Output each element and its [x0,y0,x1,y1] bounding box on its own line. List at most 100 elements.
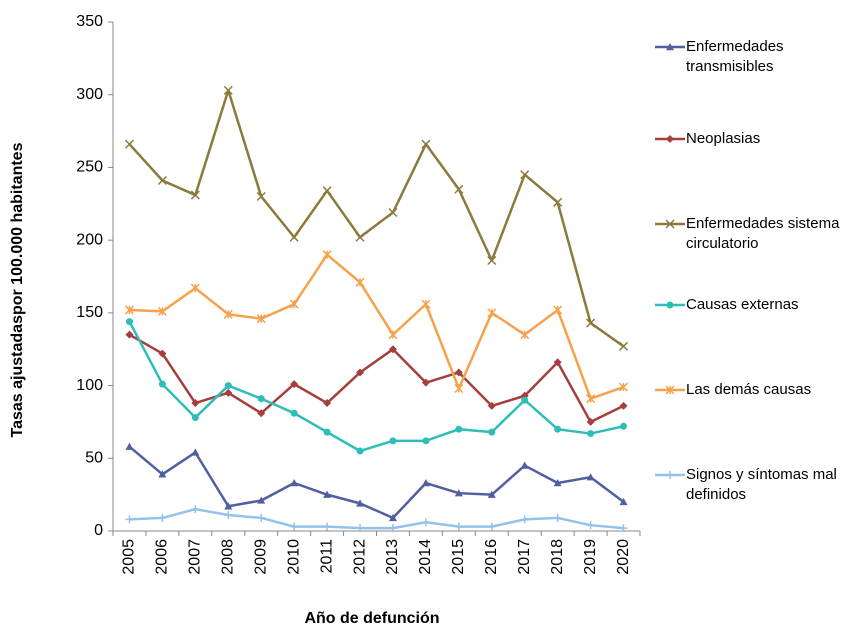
data-point [290,409,298,417]
x-tick-label: 2016 [483,539,500,575]
legend-label: Signos y síntomas mal definidos [686,466,837,503]
data-point [520,461,529,469]
data-point [389,437,397,445]
data-point [487,490,496,498]
data-point [619,341,629,351]
data-point [256,191,266,202]
data-point [289,232,299,242]
legend-marker [666,43,674,51]
data-point [553,197,563,207]
data-point [355,277,365,287]
data-point [158,380,166,388]
data-point [125,330,134,339]
data-point [586,417,595,426]
data-point [619,382,629,392]
data-point [388,330,398,340]
data-point [224,382,232,390]
data-point [158,470,167,478]
data-point [256,314,266,324]
y-tick-label: 200 [76,231,103,248]
data-point [223,85,233,95]
data-point [488,428,496,436]
y-tick-label: 150 [76,304,103,321]
data-point [520,515,529,524]
data-point [421,299,431,309]
data-point [158,349,167,358]
x-tick-label: 2011 [318,539,335,574]
series-line [128,445,625,520]
data-point [356,368,365,377]
y-tick-label: 50 [85,450,103,467]
data-point [191,414,199,422]
y-tick-label: 350 [76,13,103,30]
data-point [388,513,397,522]
x-tick-label: 2008 [220,539,237,575]
data-point [257,513,266,522]
series-line [128,333,625,424]
x-tick-label: 2012 [351,539,368,575]
data-point [619,497,628,506]
data-point [619,401,628,410]
data-point [158,513,167,522]
x-tick-label: 2014 [417,539,434,575]
legend-label: Las demás causas [686,381,812,398]
data-point [323,428,331,436]
data-point [125,318,133,326]
data-point [290,380,299,389]
data-point [191,448,200,456]
data-point [356,499,365,507]
data-point [586,394,596,404]
data-point [356,447,364,455]
legend-label: Enfermedades transmisibles [686,38,784,75]
legend-label: Neoplasias [686,130,761,147]
data-point [224,511,233,520]
x-tick-label: 2005 [121,539,138,575]
data-point [125,515,134,524]
data-point [322,250,332,260]
data-point [520,330,530,340]
data-point [124,305,134,315]
x-tick-label: 2009 [252,539,269,575]
legend-marker [666,301,674,309]
data-point [587,430,595,438]
data-point [356,524,365,533]
data-point [586,318,596,328]
x-tick-label: 2018 [549,539,566,575]
data-point [487,522,496,531]
data-point [455,425,463,433]
data-point [487,401,496,410]
data-point [190,283,200,293]
x-tick-label: 2019 [582,539,599,575]
data-point [224,388,233,397]
data-point [223,309,233,319]
data-point [619,524,628,533]
legend-label: Causas externas [686,296,799,313]
data-point [520,170,530,180]
series-line [128,321,624,453]
series-line [129,507,624,530]
legend-marker [665,385,675,395]
data-point [421,479,430,487]
data-point [323,522,332,531]
data-point [620,422,628,430]
y-tick-label: 100 [76,377,103,394]
data-point [323,399,332,408]
series-line [128,89,625,348]
data-point [554,425,562,433]
y-axis-title: Tasas ajustadaspor 100.000 habitantes [9,142,26,437]
data-point [553,305,563,315]
y-tick-label: 300 [76,86,103,103]
data-point [191,505,200,514]
x-tick-label: 2007 [187,539,204,575]
data-point [157,175,167,186]
data-point [422,437,430,445]
data-point [290,479,299,487]
x-tick-label: 2015 [450,539,467,575]
data-point [290,522,299,531]
data-point [487,255,497,266]
data-point [421,518,430,527]
data-point [323,490,332,498]
legend-marker [666,135,674,143]
